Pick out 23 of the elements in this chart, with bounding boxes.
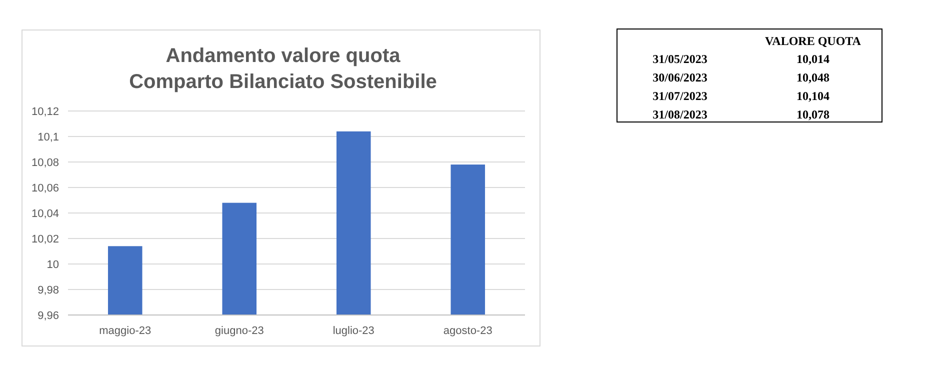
x-tick-label: agosto-23 bbox=[443, 325, 492, 337]
text: 10,014 bbox=[796, 52, 830, 66]
text: VALORE QUOTA bbox=[765, 34, 862, 48]
text: 30/06/2023 bbox=[652, 70, 708, 84]
y-tick-label: 10,02 bbox=[31, 233, 59, 246]
y-tick-label: 10 bbox=[46, 258, 59, 271]
x-tick-label: maggio-23 bbox=[99, 325, 152, 337]
y-tick-label: 9,96 bbox=[38, 310, 59, 322]
text: 10,048 bbox=[796, 70, 830, 84]
text: 31/07/2023 bbox=[652, 89, 708, 103]
y-tick-label: 10,1 bbox=[38, 131, 59, 144]
y-tick-label: 9,98 bbox=[38, 284, 59, 296]
y-tick-label: 10,06 bbox=[31, 182, 59, 194]
y-tick-label: 10,08 bbox=[31, 156, 59, 169]
x-tick-label: giugno-23 bbox=[214, 325, 264, 337]
text: 31/05/2023 bbox=[652, 52, 708, 66]
text: 31/08/2023 bbox=[652, 108, 708, 122]
chart-title: Andamento valore quota Comparto Bilanciato Sostenibile bbox=[129, 45, 437, 93]
y-tick-label: 10,12 bbox=[31, 106, 59, 118]
text: 10,104 bbox=[796, 89, 830, 103]
text: 10,078 bbox=[796, 108, 830, 122]
x-tick-label: luglio-23 bbox=[332, 325, 374, 337]
y-tick-label: 10,04 bbox=[31, 208, 59, 220]
